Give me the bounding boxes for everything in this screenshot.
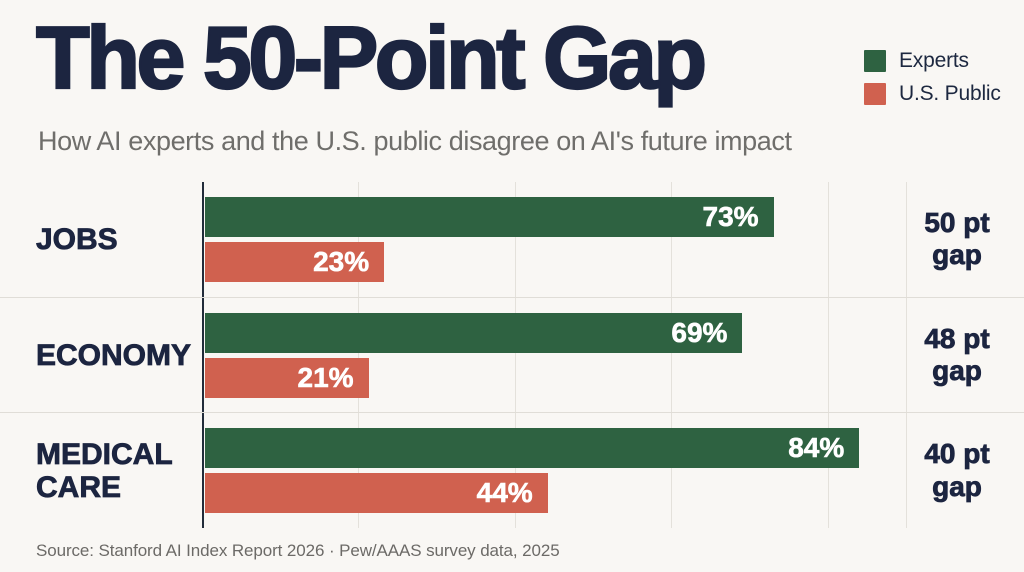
legend-label-experts: Experts (899, 49, 969, 72)
gridline-20 (358, 182, 360, 528)
experts-bar-economy: 69% (205, 312, 743, 353)
chart-row-economy: ECONOMY 69% 21% 48 pt gap (0, 296, 1024, 413)
public-value-jobs: 23% (313, 245, 370, 278)
experts-swatch-icon (864, 50, 886, 72)
gap-label-economy: 48 pt gap (924, 322, 990, 387)
gap-column-separator (906, 182, 907, 528)
gap-cell: 40 pt gap (906, 413, 1024, 528)
page-subtitle: How AI experts and the U.S. public disag… (38, 126, 792, 156)
experts-bar-jobs: 73% (205, 196, 774, 237)
category-cell: JOBS (0, 182, 202, 297)
plot-cell: 84% 44% (202, 413, 906, 528)
legend-item-experts: Experts (864, 49, 1001, 73)
plot-cell: 69% 21% (202, 298, 906, 413)
legend: Experts U.S. Public (864, 49, 1001, 106)
gridline-40 (514, 182, 516, 528)
legend-item-public: U.S. Public (864, 82, 1001, 106)
gap-value-jobs: 50 pt (924, 207, 990, 239)
page-title: The 50-Point Gap (35, 7, 708, 108)
public-bar-medical-care: 44% (205, 473, 548, 514)
chart-rows: JOBS 73% 23% 50 pt gap (0, 182, 1024, 528)
gap-word-medical-care: gap (932, 470, 983, 502)
experts-bar-medical-care: 84% (205, 428, 860, 469)
gap-word-jobs: gap (932, 239, 983, 271)
gridline-80 (827, 182, 829, 528)
category-cell: MEDICAL CARE (0, 413, 202, 528)
category-label-economy: ECONOMY (36, 338, 192, 372)
experts-value-economy: 69% (671, 316, 728, 348)
gap-label-jobs: 50 pt gap (924, 207, 990, 271)
category-cell: ECONOMY (0, 298, 202, 413)
gap-cell: 48 pt gap (906, 298, 1024, 413)
public-swatch-icon (864, 83, 886, 105)
category-label-jobs: JOBS (36, 222, 119, 256)
public-value-economy: 21% (297, 361, 354, 393)
category-label-medical-care: MEDICAL CARE (36, 437, 173, 504)
experts-value-jobs: 73% (702, 200, 759, 233)
gridline-60 (671, 182, 673, 528)
chart-row-jobs: JOBS 73% 23% 50 pt gap (0, 182, 1024, 297)
gap-cell: 50 pt gap (906, 182, 1024, 297)
experts-value-medical-care: 84% (788, 432, 845, 464)
legend-label-public: U.S. Public (899, 82, 1001, 105)
public-bar-economy: 21% (205, 357, 369, 398)
bar-chart: JOBS 73% 23% 50 pt gap (0, 182, 1024, 528)
gap-label-medical-care: 40 pt gap (924, 438, 990, 502)
public-value-medical-care: 44% (476, 477, 533, 509)
gap-value-medical-care: 40 pt (924, 438, 990, 470)
gap-word-economy: gap (932, 355, 983, 387)
source-attribution: Source: Stanford AI Index Report 2026 · … (36, 541, 560, 560)
public-bar-jobs: 23% (205, 241, 385, 282)
grid-overlay (202, 182, 907, 528)
gap-value-economy: 48 pt (924, 322, 990, 354)
chart-row-medical-care: MEDICAL CARE 84% 44% 40 pt gap (0, 412, 1024, 528)
y-axis-line (202, 182, 204, 528)
plot-cell: 73% 23% (202, 182, 906, 297)
